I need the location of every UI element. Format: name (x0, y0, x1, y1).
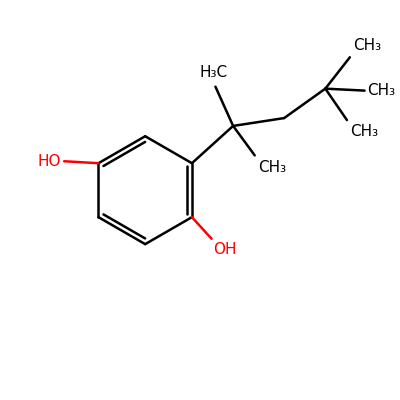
Text: HO: HO (38, 154, 61, 169)
Text: CH₃: CH₃ (353, 38, 381, 53)
Text: H₃C: H₃C (200, 65, 228, 80)
Text: OH: OH (214, 242, 237, 257)
Text: CH₃: CH₃ (350, 124, 378, 139)
Text: CH₃: CH₃ (368, 83, 396, 98)
Text: CH₃: CH₃ (258, 160, 286, 175)
